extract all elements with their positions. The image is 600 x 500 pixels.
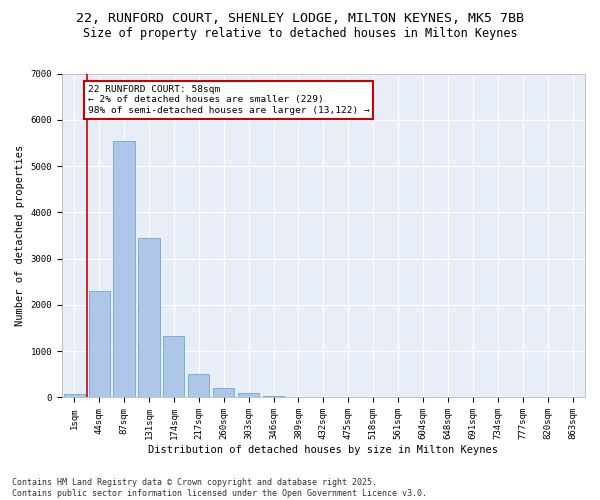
Y-axis label: Number of detached properties: Number of detached properties bbox=[15, 145, 25, 326]
Text: Contains HM Land Registry data © Crown copyright and database right 2025.
Contai: Contains HM Land Registry data © Crown c… bbox=[12, 478, 427, 498]
Bar bbox=[139, 238, 160, 398]
Text: Size of property relative to detached houses in Milton Keynes: Size of property relative to detached ho… bbox=[83, 28, 517, 40]
Text: 22 RUNFORD COURT: 58sqm
← 2% of detached houses are smaller (229)
98% of semi-de: 22 RUNFORD COURT: 58sqm ← 2% of detached… bbox=[88, 85, 370, 115]
X-axis label: Distribution of detached houses by size in Milton Keynes: Distribution of detached houses by size … bbox=[148, 445, 499, 455]
Bar bbox=[188, 374, 209, 398]
Text: 22, RUNFORD COURT, SHENLEY LODGE, MILTON KEYNES, MK5 7BB: 22, RUNFORD COURT, SHENLEY LODGE, MILTON… bbox=[76, 12, 524, 26]
Bar bbox=[163, 336, 184, 398]
Bar bbox=[89, 291, 110, 398]
Bar bbox=[64, 394, 85, 398]
Bar bbox=[113, 140, 134, 398]
Bar bbox=[238, 394, 259, 398]
Bar bbox=[263, 396, 284, 398]
Bar bbox=[213, 388, 235, 398]
